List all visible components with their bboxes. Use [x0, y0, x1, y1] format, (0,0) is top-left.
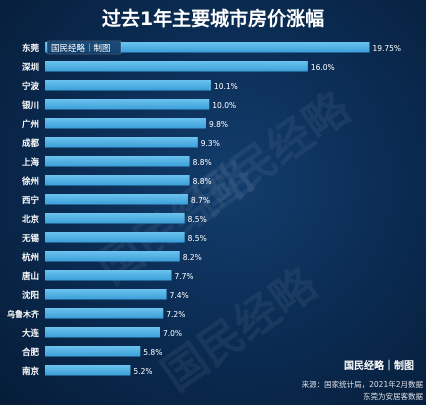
value-label-0: 19.75% — [372, 44, 401, 53]
bar-14 — [45, 308, 164, 319]
chart-title: 过去1年主要城市房价涨幅 — [102, 7, 324, 30]
value-label-3: 10.0% — [212, 101, 236, 110]
category-label-9: 北京 — [22, 214, 40, 225]
value-labels-layer: 19.75% 16.0% 10.1% 10.0% 9.8% 9.3% 8.8% 8.8% 8.7… — [133, 44, 401, 376]
brand-chip: 国民经略｜制图 — [46, 40, 122, 55]
bar-11 — [45, 251, 180, 262]
bar-10 — [45, 232, 185, 243]
category-label-11: 杭州 — [22, 252, 39, 263]
bars-layer — [45, 42, 370, 376]
value-label-4: 9.8% — [209, 120, 228, 129]
category-label-8: 西宁 — [22, 195, 40, 206]
category-label-0: 东莞 — [22, 43, 40, 54]
category-label-4: 广州 — [22, 119, 39, 130]
note-text: 东莞为安居客数据 — [363, 391, 423, 401]
brand-chip-background — [46, 40, 122, 55]
value-label-7: 8.8% — [193, 177, 212, 186]
value-label-10: 8.5% — [188, 234, 207, 243]
category-label-17: 南京 — [22, 366, 40, 377]
value-label-13: 7.4% — [170, 291, 189, 300]
brand-text: 国民经略｜制图 — [344, 359, 414, 372]
bar-1 — [45, 61, 308, 72]
category-label-5: 成都 — [22, 138, 40, 149]
category-label-14: 乌鲁木齐 — [7, 309, 40, 319]
value-label-5: 9.3% — [201, 139, 220, 148]
category-label-15: 大连 — [22, 328, 40, 339]
bar-13 — [45, 289, 167, 300]
category-label-1: 深圳 — [22, 62, 39, 73]
bar-12 — [45, 270, 172, 281]
value-label-8: 8.7% — [191, 196, 210, 205]
bar-2 — [45, 80, 211, 91]
source-text: 来源：国家统计局，2021年2月数据 — [302, 379, 424, 389]
category-label-7: 徐州 — [21, 176, 39, 187]
bar-9 — [45, 213, 185, 224]
value-label-2: 10.1% — [214, 82, 238, 91]
bar-5 — [45, 137, 198, 148]
value-label-14: 7.2% — [166, 310, 185, 319]
value-label-16: 5.8% — [143, 348, 162, 357]
category-label-3: 银川 — [21, 100, 39, 111]
bar-8 — [45, 194, 188, 205]
value-label-12: 7.7% — [175, 272, 194, 281]
category-label-6: 上海 — [22, 157, 40, 168]
value-label-15: 7.0% — [163, 329, 182, 338]
bar-4 — [45, 118, 206, 129]
value-label-6: 8.8% — [193, 158, 212, 167]
bar-16 — [45, 346, 141, 357]
category-label-13: 沈阳 — [22, 290, 39, 301]
brand-chip-text: 国民经略｜制图 — [51, 43, 111, 54]
value-label-9: 8.5% — [188, 215, 207, 224]
value-label-17: 5.2% — [133, 367, 152, 376]
category-label-2: 宁波 — [22, 81, 40, 92]
bar-15 — [45, 327, 160, 338]
bar-0 — [45, 42, 370, 53]
bar-7 — [45, 175, 190, 186]
value-label-11: 8.2% — [183, 253, 202, 262]
category-label-16: 合肥 — [21, 347, 40, 358]
bar-17 — [45, 365, 131, 376]
bar-3 — [45, 99, 210, 110]
category-label-10: 无锡 — [21, 233, 40, 244]
category-label-12: 唐山 — [22, 271, 39, 282]
value-label-1: 16.0% — [311, 63, 335, 72]
bar-6 — [45, 156, 190, 167]
